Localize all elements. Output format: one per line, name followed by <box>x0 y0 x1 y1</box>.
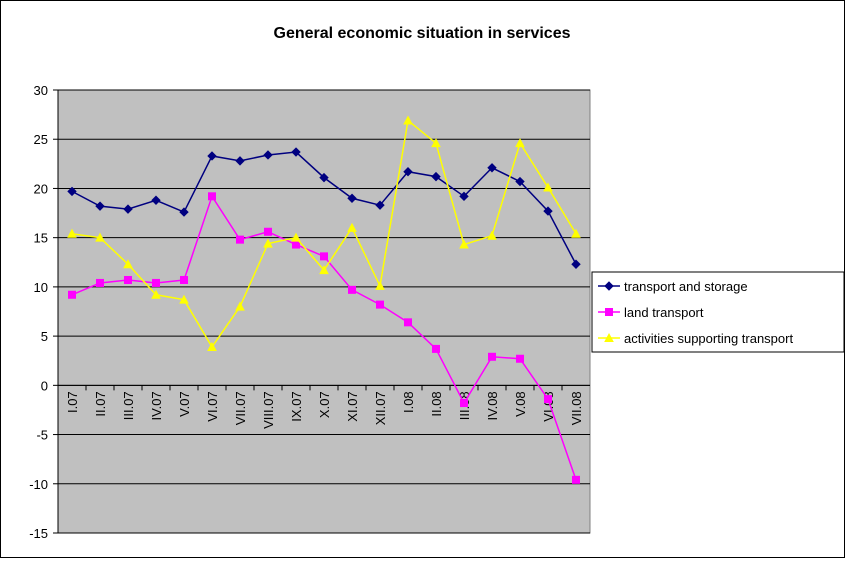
point <box>151 289 161 299</box>
point <box>180 275 188 284</box>
x-tick-label: IV.07 <box>149 391 164 420</box>
point <box>124 275 132 284</box>
point <box>207 151 217 161</box>
point <box>431 138 441 148</box>
point <box>432 344 440 353</box>
point <box>179 207 189 217</box>
point <box>604 281 614 291</box>
y-tick-label: 10 <box>34 280 48 295</box>
x-tick-label: VIII.07 <box>261 391 276 429</box>
y-tick-label: 15 <box>34 231 48 246</box>
x-tick-label: I.08 <box>401 391 416 413</box>
point <box>291 147 301 157</box>
x-tick-label: VII.07 <box>233 391 248 425</box>
point <box>96 278 104 287</box>
point <box>605 308 613 316</box>
point <box>571 228 581 238</box>
x-tick-label: II.07 <box>93 391 108 416</box>
y-tick-label: -5 <box>36 428 48 443</box>
point <box>320 252 328 261</box>
x-tick-label: X.07 <box>317 391 332 418</box>
legend-label: activities supporting transport <box>624 331 793 346</box>
point <box>460 399 468 408</box>
y-tick-label: 20 <box>34 181 48 196</box>
plot-area <box>57 89 591 534</box>
x-tick-label: VI.07 <box>205 391 220 421</box>
x-tick-label: VII.08 <box>569 391 584 425</box>
x-tick-label: XII.07 <box>373 391 388 425</box>
point <box>515 176 525 187</box>
point <box>404 318 412 327</box>
point <box>571 259 581 269</box>
point <box>488 352 496 361</box>
point <box>348 285 356 294</box>
y-tick-label: -10 <box>29 477 48 492</box>
point <box>95 232 105 242</box>
x-tick-label: V.07 <box>177 391 192 417</box>
point <box>264 227 272 236</box>
point <box>67 186 77 197</box>
point <box>376 300 384 309</box>
x-tick-label: IV.08 <box>485 391 500 420</box>
point <box>235 156 245 166</box>
point <box>347 222 357 232</box>
point <box>572 475 580 484</box>
x-tick-label: II.08 <box>429 391 444 416</box>
point <box>68 290 76 299</box>
legend-label: land transport <box>624 305 704 320</box>
point <box>292 240 300 249</box>
point <box>403 115 413 125</box>
point <box>236 235 244 244</box>
point <box>151 195 161 205</box>
point <box>403 167 413 177</box>
point <box>347 193 357 203</box>
y-tick-label: -15 <box>29 526 48 541</box>
point <box>544 395 552 404</box>
y-tick-label: 30 <box>34 83 48 98</box>
x-tick-label: V.08 <box>513 391 528 417</box>
point <box>487 163 497 173</box>
point <box>263 150 273 160</box>
chart-title: General economic situation in services <box>274 25 571 42</box>
x-tick-label: I.07 <box>65 391 80 413</box>
point <box>123 204 133 214</box>
point <box>263 238 273 248</box>
point <box>123 259 133 269</box>
legend-label: transport and storage <box>624 279 748 294</box>
point <box>516 354 524 363</box>
point <box>95 201 105 211</box>
point <box>431 171 441 182</box>
point <box>375 280 385 290</box>
x-tick-label: IX.07 <box>289 391 304 421</box>
x-tick-label: XI.07 <box>345 391 360 421</box>
point <box>291 232 301 242</box>
y-tick-label: 5 <box>41 329 48 344</box>
point <box>319 265 329 275</box>
point <box>207 341 217 351</box>
legend <box>591 271 845 353</box>
point <box>459 239 469 249</box>
point <box>543 182 553 192</box>
x-tick-label: III.07 <box>121 391 136 420</box>
point <box>543 206 553 216</box>
point <box>208 192 216 201</box>
point <box>67 228 77 238</box>
point <box>604 332 614 342</box>
point <box>179 294 189 304</box>
y-tick-label: 25 <box>34 132 48 147</box>
point <box>319 172 329 183</box>
point <box>375 200 385 210</box>
point <box>459 191 469 202</box>
point <box>515 138 525 148</box>
point <box>487 230 497 240</box>
point <box>235 301 245 311</box>
point <box>152 278 160 287</box>
y-tick-label: 0 <box>41 378 48 393</box>
